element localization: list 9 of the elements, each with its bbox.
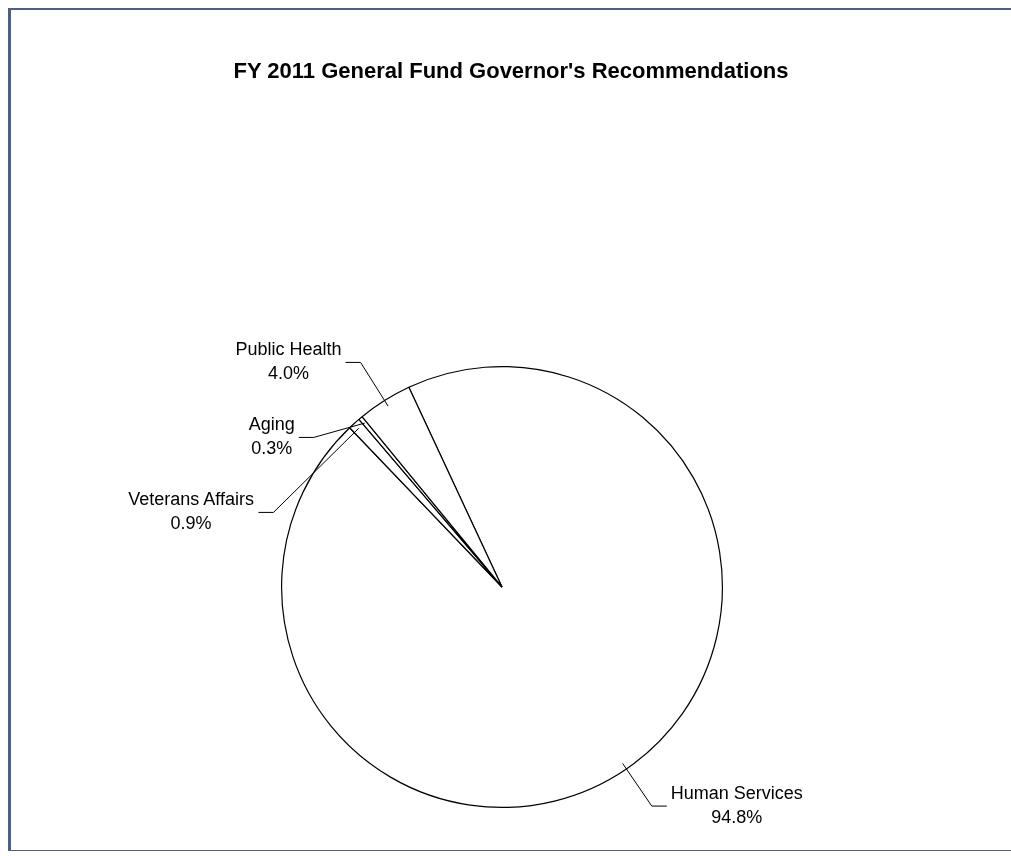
slice-label: Human Services [670, 783, 803, 804]
data-label: 0.3% [251, 438, 293, 459]
slice-label: Aging [248, 414, 295, 435]
data-label: 4.0% [268, 363, 310, 384]
slice-label: Veterans Affairs [128, 489, 254, 510]
slice-label: Public Health [235, 339, 342, 360]
data-label: 0.9% [170, 513, 212, 534]
chart-title: FY 2011 General Fund Governor's Recommendations [232, 58, 790, 84]
data-label: 94.8% [711, 807, 763, 828]
